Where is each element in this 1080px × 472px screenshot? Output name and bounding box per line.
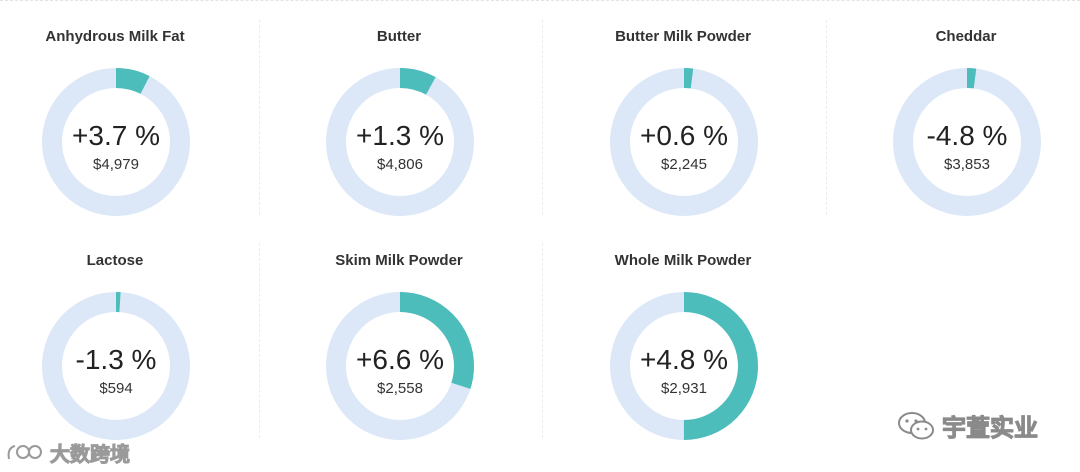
column-divider xyxy=(542,20,544,215)
watermark-right: 宇萱实业 xyxy=(896,408,1039,443)
donut-svg xyxy=(42,292,190,440)
dashuju-logo-icon xyxy=(7,444,42,459)
price-value: $2,245 xyxy=(661,156,707,173)
product-card: Whole Milk Powder +4.8 % $2,931 xyxy=(568,242,798,457)
donut-svg xyxy=(326,292,474,440)
column-divider xyxy=(259,243,261,438)
donut-svg xyxy=(610,68,758,216)
price-value: $2,931 xyxy=(661,380,707,397)
donut-ring: +6.6 % $2,558 xyxy=(324,290,476,442)
donut-arc xyxy=(610,68,758,216)
product-card: Cheddar -4.8 % $3,853 xyxy=(851,18,1080,233)
column-divider xyxy=(826,20,828,215)
donut-svg xyxy=(42,68,190,216)
card-title: Butter Milk Powder xyxy=(615,28,751,45)
donut-arc xyxy=(326,292,474,440)
donut-ring: -1.3 % $594 xyxy=(40,290,192,442)
donut-ring: -4.8 % $3,853 xyxy=(891,66,1043,218)
product-card: Butter Milk Powder +0.6 % $2,245 xyxy=(568,18,798,233)
donut-ring: +4.8 % $2,931 xyxy=(608,290,760,442)
column-divider xyxy=(259,20,261,215)
change-percent: +4.8 % xyxy=(640,344,728,375)
price-value: $4,979 xyxy=(93,156,139,173)
product-card: Butter +1.3 % $4,806 xyxy=(284,18,514,233)
card-title: Lactose xyxy=(86,252,144,269)
product-card: Skim Milk Powder +6.6 % $2,558 xyxy=(284,242,514,457)
card-title: Anhydrous Milk Fat xyxy=(45,28,185,45)
price-value: $594 xyxy=(99,380,133,397)
product-card: Lactose -1.3 % $594 xyxy=(0,242,230,457)
card-title: Butter xyxy=(376,28,422,45)
watermark-left-text: 大数跨境 xyxy=(50,444,131,467)
donut-svg xyxy=(610,292,758,440)
change-percent: -1.3 % xyxy=(75,344,157,375)
donut-svg xyxy=(893,68,1041,216)
donut-arc xyxy=(610,292,758,440)
card-title: Cheddar xyxy=(935,28,997,45)
price-value: $3,853 xyxy=(944,156,990,173)
price-value: $4,806 xyxy=(377,156,423,173)
donut-ring: +0.6 % $2,245 xyxy=(608,66,760,218)
donut-ring: +1.3 % $4,806 xyxy=(324,66,476,218)
watermark-left: 大数跨境 xyxy=(6,438,131,467)
watermark-right-text: 宇萱实业 xyxy=(942,415,1039,443)
donut-arc xyxy=(42,292,190,440)
card-title: Skim Milk Powder xyxy=(335,252,463,269)
donut-arc xyxy=(893,68,1041,216)
change-percent: +6.6 % xyxy=(356,344,444,375)
change-percent: +0.6 % xyxy=(640,120,728,151)
top-divider xyxy=(0,0,1080,4)
card-title: Whole Milk Powder xyxy=(614,252,752,269)
change-percent: +3.7 % xyxy=(72,120,160,151)
change-percent: +1.3 % xyxy=(356,120,444,151)
donut-arc xyxy=(326,68,474,216)
wechat-icon xyxy=(898,411,934,439)
donut-ring: +3.7 % $4,979 xyxy=(40,66,192,218)
price-value: $2,558 xyxy=(377,380,423,397)
donut-svg xyxy=(326,68,474,216)
column-divider xyxy=(542,243,544,438)
product-card: Anhydrous Milk Fat +3.7 % $4,979 xyxy=(0,18,230,233)
change-percent: -4.8 % xyxy=(926,120,1008,151)
donut-arc xyxy=(42,68,190,216)
